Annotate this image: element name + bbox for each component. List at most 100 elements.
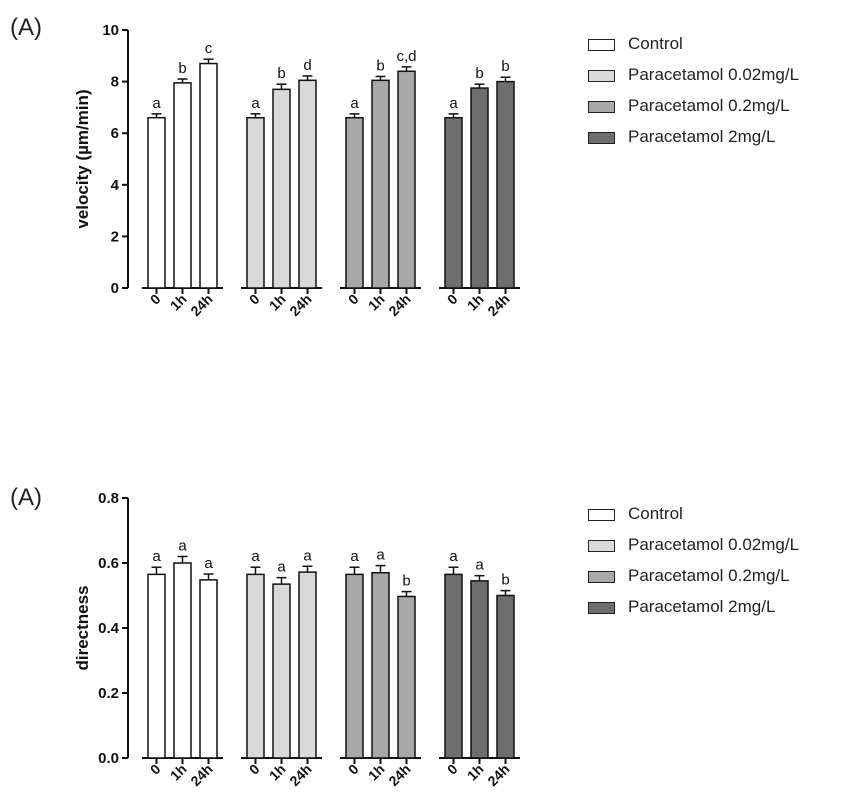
directness-panel: (A) 0.0 0.2 0.4 0.6 0.8 directness a 0 a 1h a 24h a 0…	[0, 470, 845, 805]
significance-label: a	[277, 559, 286, 576]
bar	[147, 116, 166, 289]
bar	[298, 79, 317, 289]
x-tick-label: 0	[147, 291, 164, 308]
bar	[444, 573, 463, 759]
legend-swatch	[588, 602, 615, 614]
x-tick-label: 1h	[167, 761, 190, 784]
bar	[173, 562, 192, 759]
legend-label: Paracetamol 0.2mg/L	[628, 566, 790, 585]
significance-label: a	[251, 95, 260, 112]
bar	[371, 572, 390, 759]
panel-label: (A)	[10, 14, 42, 41]
bar	[298, 571, 317, 759]
x-tick-label: 0	[345, 291, 362, 308]
bar	[444, 116, 463, 289]
bar	[147, 573, 166, 759]
bar	[470, 580, 489, 759]
bar	[345, 573, 364, 759]
bar	[272, 88, 291, 289]
bar	[246, 116, 265, 289]
significance-label: a	[152, 95, 161, 112]
significance-label: a	[449, 548, 458, 565]
x-tick-label: 1h	[266, 291, 289, 314]
legend-label: Control	[628, 34, 683, 53]
significance-label: b	[475, 65, 483, 82]
significance-label: a	[178, 538, 187, 555]
x-tick-label: 24h	[286, 291, 314, 319]
y-tick-label: 0.6	[98, 555, 119, 572]
legend-label: Paracetamol 0.2mg/L	[628, 96, 790, 115]
legend-swatch	[588, 70, 615, 82]
x-tick-label: 1h	[365, 291, 388, 314]
x-tick-label: 24h	[187, 291, 215, 319]
velocity-panel: (A) 0 2 4 6 8 10 velocity (µm/min) a 0 b 1h c 24h a 0 b…	[0, 0, 845, 400]
x-tick-label: 24h	[484, 761, 512, 789]
significance-label: a	[449, 95, 458, 112]
x-tick-label: 0	[246, 761, 263, 778]
significance-label: c,d	[396, 48, 416, 65]
y-tick-label: 0.8	[98, 490, 119, 507]
legend-label: Paracetamol 0.02mg/L	[628, 535, 800, 554]
bar	[397, 70, 416, 289]
x-tick-label: 24h	[385, 291, 413, 319]
x-tick-label: 1h	[167, 291, 190, 314]
y-tick-label: 8	[111, 74, 119, 91]
significance-label: a	[152, 548, 161, 565]
legend-swatch	[588, 101, 615, 113]
significance-label: a	[475, 557, 484, 574]
legend-label: Paracetamol 2mg/L	[628, 127, 776, 146]
x-tick-label: 0	[246, 291, 263, 308]
significance-label: b	[376, 57, 384, 74]
legend-swatch	[588, 509, 615, 521]
x-tick-label: 1h	[365, 761, 388, 784]
bar	[371, 79, 390, 289]
velocity-chart: 0 2 4 6 8 10 velocity (µm/min) a 0 b 1h c 24h a 0 b 1h d 2…	[73, 22, 520, 319]
significance-label: b	[501, 572, 509, 589]
significance-label: b	[277, 65, 285, 82]
y-tick-label: 0.4	[98, 620, 120, 637]
significance-label: b	[501, 58, 509, 75]
legend-swatch	[588, 39, 615, 51]
x-tick-label: 1h	[464, 291, 487, 314]
significance-label: c	[205, 40, 213, 57]
panel-label: (A)	[10, 484, 42, 511]
x-tick-label: 1h	[266, 761, 289, 784]
bar	[496, 80, 515, 289]
y-axis-title: velocity (µm/min)	[73, 89, 92, 228]
significance-label: a	[350, 548, 359, 565]
y-tick-label: 4	[111, 177, 120, 194]
x-tick-label: 0	[147, 761, 164, 778]
directness-chart: 0.0 0.2 0.4 0.6 0.8 directness a 0 a 1h a 24h a 0 a 1h a…	[73, 490, 520, 789]
bar	[173, 82, 192, 289]
significance-label: d	[303, 57, 311, 74]
x-tick-label: 0	[444, 761, 461, 778]
x-tick-label: 0	[444, 291, 461, 308]
legend-label: Paracetamol 2mg/L	[628, 597, 776, 616]
bar	[199, 62, 218, 289]
bar	[246, 573, 265, 759]
significance-label: b	[178, 60, 186, 77]
x-tick-label: 24h	[385, 761, 413, 789]
legend-label: Paracetamol 0.02mg/L	[628, 65, 800, 84]
significance-label: b	[402, 573, 410, 590]
y-tick-label: 0	[111, 280, 119, 297]
y-tick-label: 2	[111, 228, 119, 245]
legend-swatch	[588, 571, 615, 583]
legend-swatch	[588, 540, 615, 552]
x-tick-label: 24h	[286, 761, 314, 789]
significance-label: a	[376, 547, 385, 564]
x-tick-label: 1h	[464, 761, 487, 784]
x-tick-label: 0	[345, 761, 362, 778]
bar	[496, 594, 515, 759]
legend-label: Control	[628, 504, 683, 523]
y-axis-title: directness	[73, 585, 92, 670]
y-tick-label: 10	[102, 22, 119, 39]
significance-label: a	[303, 547, 312, 564]
significance-label: a	[204, 555, 213, 572]
y-tick-label: 6	[111, 125, 119, 142]
x-tick-label: 24h	[187, 761, 215, 789]
bar	[397, 595, 416, 759]
bar	[199, 579, 218, 759]
bar	[272, 583, 291, 759]
y-tick-label: 0.0	[98, 750, 119, 767]
